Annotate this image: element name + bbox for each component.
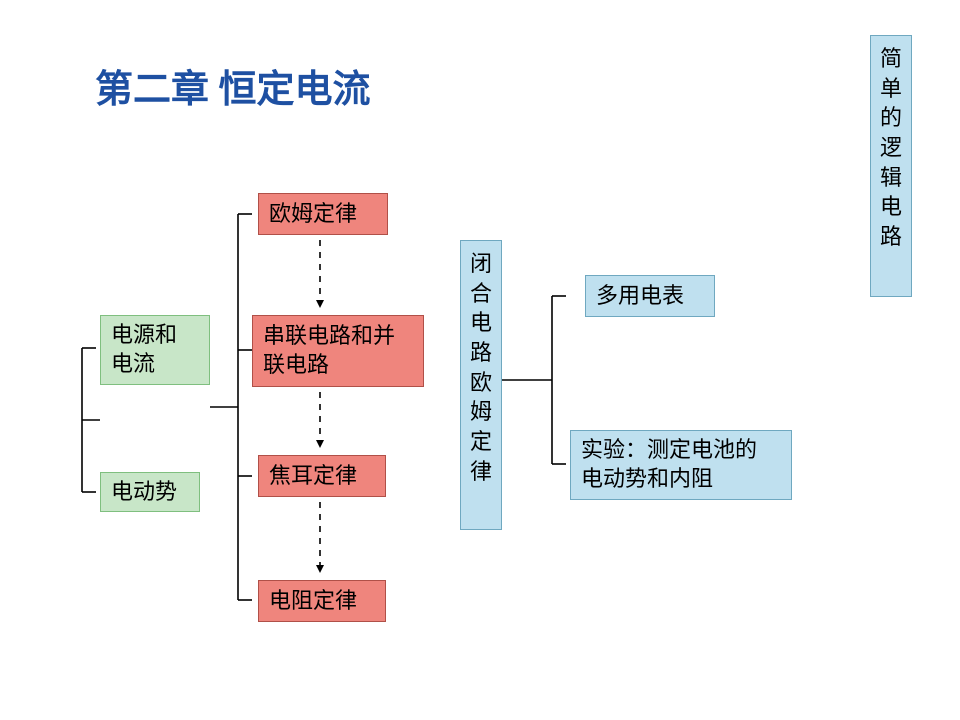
node-n8: 多用电表 <box>585 275 715 317</box>
node-n1: 电源和电流 <box>100 315 210 385</box>
node-n6: 电阻定律 <box>258 580 386 622</box>
node-n4: 串联电路和并联电路 <box>252 315 424 387</box>
chapter-title: 第二章 恒定电流 <box>95 58 371 113</box>
node-n2: 电动势 <box>100 472 200 512</box>
node-n9: 实验：测定电池的电动势和内阻 <box>570 430 792 500</box>
node-n3: 欧姆定律 <box>258 193 388 235</box>
node-n5: 焦耳定律 <box>258 455 386 497</box>
node-n7: 闭合电路欧姆定律 <box>460 240 502 530</box>
node-n10: 简单的逻辑电路 <box>870 35 912 297</box>
